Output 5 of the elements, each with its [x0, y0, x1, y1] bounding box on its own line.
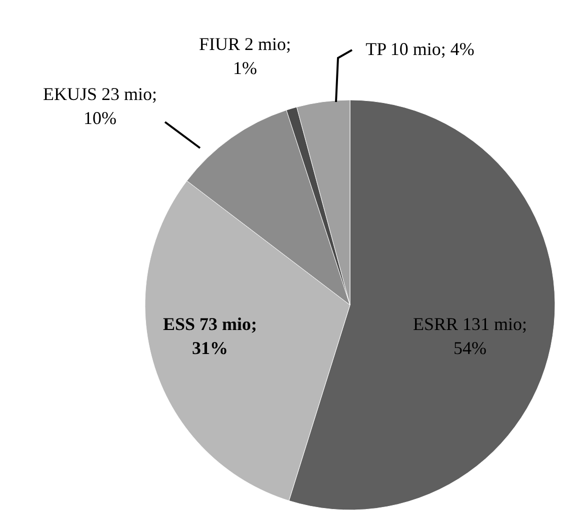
slice-label: EKUJS 23 mio; 10% [42, 84, 158, 128]
slice-label: ESRR 131 mio; 54% [412, 314, 528, 358]
slice-label: TP 10 mio; 4% [366, 39, 474, 59]
slice-label: ESS 73 mio; 31% [162, 314, 258, 358]
slice-label: FIUR 2 mio; 1% [198, 34, 292, 78]
